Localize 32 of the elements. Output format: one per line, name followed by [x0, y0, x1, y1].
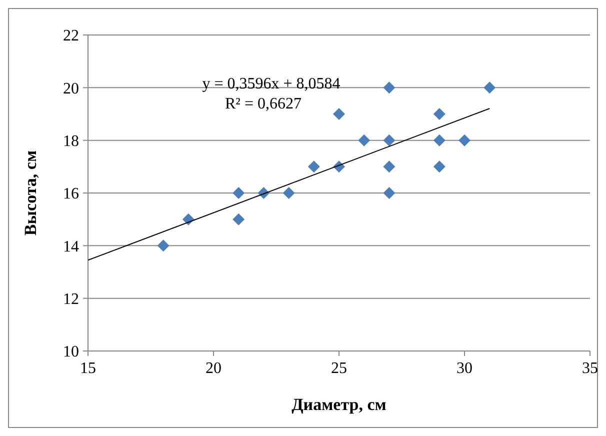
x-tick-label: 30 [456, 360, 472, 377]
x-tick-label: 20 [206, 360, 222, 377]
point [433, 134, 446, 146]
point [157, 240, 170, 252]
point [308, 160, 320, 173]
point [383, 134, 396, 146]
annotation: R² = 0,6627 [224, 96, 302, 113]
y-tick-label: 22 [63, 28, 79, 45]
point [458, 134, 470, 146]
annotation: y = 0,3596x + 8,0584 [202, 76, 340, 93]
point [333, 108, 345, 120]
x-tick-label: 35 [582, 360, 598, 377]
point [358, 134, 370, 146]
y-tick-label: 12 [63, 290, 79, 308]
x-axis-title: Диаметр, см [292, 395, 387, 414]
y-tick-label: 20 [63, 80, 79, 98]
point [383, 82, 396, 94]
y-tick-label: 18 [63, 132, 79, 150]
point [484, 82, 496, 94]
point [433, 160, 446, 173]
x-tick-label: 15 [80, 360, 96, 377]
y-tick-label: 10 [63, 344, 79, 361]
y-tick-label: 16 [63, 186, 79, 203]
y-axis-title: Высота, см [21, 150, 40, 236]
point [433, 108, 446, 120]
point [282, 187, 295, 199]
y-tick-label: 14 [63, 238, 79, 256]
point [383, 187, 396, 199]
point [232, 213, 245, 226]
point [383, 160, 396, 173]
x-tick-label: 25 [331, 360, 347, 377]
point [232, 187, 245, 199]
